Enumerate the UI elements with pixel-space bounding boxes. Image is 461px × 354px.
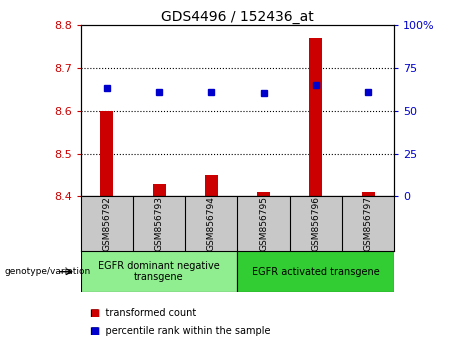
- Bar: [361, 192, 374, 196]
- Text: GSM856794: GSM856794: [207, 196, 216, 251]
- Text: ■  transformed count: ■ transformed count: [90, 308, 196, 318]
- Text: genotype/variation: genotype/variation: [5, 267, 91, 276]
- Bar: [205, 175, 218, 196]
- Bar: [153, 184, 165, 196]
- Text: ■  percentile rank within the sample: ■ percentile rank within the sample: [90, 326, 271, 336]
- Text: ■: ■: [90, 308, 99, 318]
- Bar: [309, 38, 322, 196]
- Text: EGFR activated transgene: EGFR activated transgene: [252, 267, 380, 277]
- Text: GSM856793: GSM856793: [154, 196, 164, 251]
- Text: GSM856796: GSM856796: [311, 196, 320, 251]
- Text: GSM856795: GSM856795: [259, 196, 268, 251]
- Bar: [81, 251, 237, 292]
- Bar: [100, 111, 113, 196]
- Bar: [237, 251, 394, 292]
- Text: EGFR dominant negative
transgene: EGFR dominant negative transgene: [98, 261, 220, 282]
- Text: ■: ■: [90, 326, 99, 336]
- Title: GDS4496 / 152436_at: GDS4496 / 152436_at: [161, 10, 314, 24]
- Bar: [257, 192, 270, 196]
- Text: GSM856797: GSM856797: [364, 196, 372, 251]
- Text: GSM856792: GSM856792: [102, 196, 111, 251]
